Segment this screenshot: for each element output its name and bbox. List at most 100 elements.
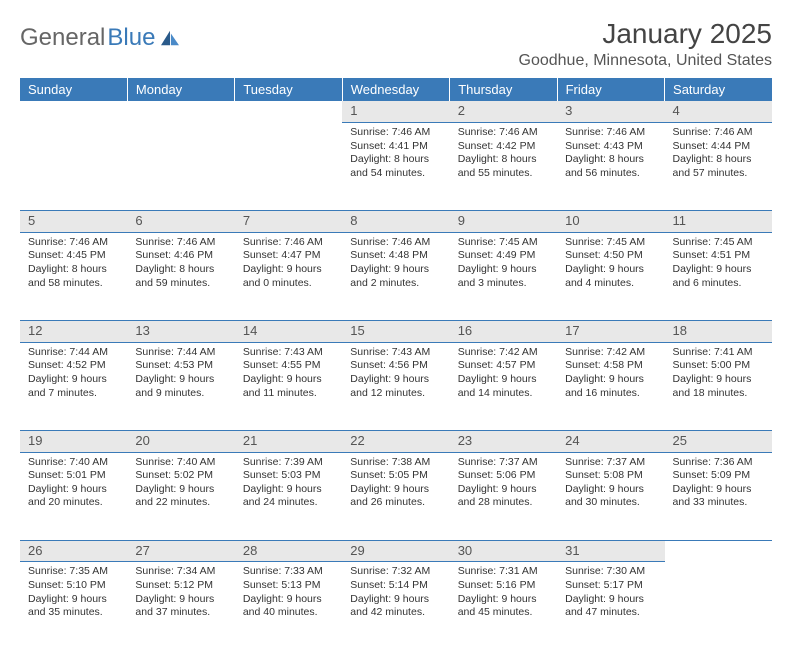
day-detail-cell: Sunrise: 7:46 AMSunset: 4:46 PMDaylight:… — [127, 232, 234, 320]
day-number-cell: 2 — [450, 101, 557, 122]
daylight-line: Daylight: 9 hours and 18 minutes. — [673, 373, 764, 400]
day-number-cell: 7 — [235, 210, 342, 232]
day-detail-cell: Sunrise: 7:43 AMSunset: 4:55 PMDaylight:… — [235, 342, 342, 430]
day-number-cell: 11 — [665, 210, 772, 232]
day-header: Tuesday — [235, 78, 342, 101]
day-detail-cell: Sunrise: 7:46 AMSunset: 4:43 PMDaylight:… — [557, 122, 664, 210]
sunset-line: Sunset: 5:00 PM — [673, 359, 764, 373]
sunrise-line: Sunrise: 7:46 AM — [350, 236, 441, 250]
sunset-line: Sunset: 5:01 PM — [28, 469, 119, 483]
day-number-cell: 5 — [20, 210, 127, 232]
daylight-line: Daylight: 9 hours and 30 minutes. — [565, 483, 656, 510]
detail-row: Sunrise: 7:40 AMSunset: 5:01 PMDaylight:… — [20, 452, 772, 540]
sunset-line: Sunset: 5:13 PM — [243, 579, 334, 593]
day-number-cell: 12 — [20, 320, 127, 342]
month-year: January 2025 — [519, 18, 773, 50]
day-number-cell: 4 — [665, 101, 772, 122]
day-number-cell: 29 — [342, 540, 449, 562]
sunrise-line: Sunrise: 7:36 AM — [673, 456, 764, 470]
day-detail-cell: Sunrise: 7:46 AMSunset: 4:47 PMDaylight:… — [235, 232, 342, 320]
day-detail-cell: Sunrise: 7:44 AMSunset: 4:52 PMDaylight:… — [20, 342, 127, 430]
daylight-line: Daylight: 9 hours and 14 minutes. — [458, 373, 549, 400]
sunrise-line: Sunrise: 7:42 AM — [565, 346, 656, 360]
day-detail-cell: Sunrise: 7:46 AMSunset: 4:42 PMDaylight:… — [450, 122, 557, 210]
sunset-line: Sunset: 5:12 PM — [135, 579, 226, 593]
daylight-line: Daylight: 9 hours and 28 minutes. — [458, 483, 549, 510]
sunset-line: Sunset: 4:55 PM — [243, 359, 334, 373]
sunset-line: Sunset: 4:51 PM — [673, 249, 764, 263]
daynum-row: 12131415161718 — [20, 320, 772, 342]
day-detail-cell: Sunrise: 7:33 AMSunset: 5:13 PMDaylight:… — [235, 562, 342, 650]
sunrise-line: Sunrise: 7:42 AM — [458, 346, 549, 360]
sunset-line: Sunset: 4:57 PM — [458, 359, 549, 373]
day-number-cell: 3 — [557, 101, 664, 122]
day-detail-cell: Sunrise: 7:46 AMSunset: 4:41 PMDaylight:… — [342, 122, 449, 210]
detail-row: Sunrise: 7:46 AM Sunset: 4:45 PM Daylight:… — [20, 232, 772, 320]
day-number-cell: 1 — [342, 101, 449, 122]
sail-icon — [159, 29, 181, 47]
daylight-line: Daylight: 9 hours and 24 minutes. — [243, 483, 334, 510]
daylight-line: Daylight: 9 hours and 42 minutes. — [350, 593, 441, 620]
sunset-line: Sunset: 4:56 PM — [350, 359, 441, 373]
sunset-line: Sunset: 5:06 PM — [458, 469, 549, 483]
day-number-cell: 6 — [127, 210, 234, 232]
sunrise-line: Sunrise: 7:45 AM — [673, 236, 764, 250]
daylight-line: Daylight: 8 hours and 55 minutes. — [458, 153, 549, 180]
sunrise-line: Sunrise: 7:46 AM — [458, 126, 549, 140]
daylight-line: Daylight: 8 hours and 59 minutes. — [135, 263, 226, 290]
sunrise-line: Sunrise: 7:31 AM — [458, 565, 549, 579]
sunrise-line: Sunrise: 7:41 AM — [673, 346, 764, 360]
day-number-cell: 22 — [342, 430, 449, 452]
detail-row: Sunrise: 7:44 AMSunset: 4:52 PMDaylight:… — [20, 342, 772, 430]
day-number-cell: 23 — [450, 430, 557, 452]
sunset-line: Sunset: 4:50 PM — [565, 249, 656, 263]
daylight-line: Daylight: 9 hours and 33 minutes. — [673, 483, 764, 510]
brand-part2: Blue — [107, 24, 155, 52]
brand-logo: GeneralBlue — [20, 18, 181, 52]
daynum-row: 567891011 — [20, 210, 772, 232]
day-number-cell: 14 — [235, 320, 342, 342]
day-detail-cell: Sunrise: 7:45 AMSunset: 4:50 PMDaylight:… — [557, 232, 664, 320]
daylight-line: Daylight: 9 hours and 9 minutes. — [135, 373, 226, 400]
sunrise-line: Sunrise: 7:45 AM — [565, 236, 656, 250]
sunrise-line: Sunrise: 7:40 AM — [28, 456, 119, 470]
daylight-line: Daylight: 9 hours and 6 minutes. — [673, 263, 764, 290]
sunset-line: Sunset: 5:09 PM — [673, 469, 764, 483]
sunset-line: Sunset: 4:53 PM — [135, 359, 226, 373]
sunrise-line: Sunrise: 7:39 AM — [243, 456, 334, 470]
sunset-line: Sunset: 5:08 PM — [565, 469, 656, 483]
day-header: Wednesday — [342, 78, 449, 101]
day-detail-cell: Sunrise: 7:45 AMSunset: 4:49 PMDaylight:… — [450, 232, 557, 320]
sunset-line: Sunset: 4:43 PM — [565, 140, 656, 154]
calendar-head: SundayMondayTuesdayWednesdayThursdayFrid… — [20, 78, 772, 101]
sunrise-line: Sunrise: 7:43 AM — [243, 346, 334, 360]
sunset-line: Sunset: 4:48 PM — [350, 249, 441, 263]
daylight-line: Daylight: 9 hours and 0 minutes. — [243, 263, 334, 290]
day-detail-cell — [20, 122, 127, 210]
sunset-line: Sunset: 4:49 PM — [458, 249, 549, 263]
day-number-cell — [665, 540, 772, 562]
sunset-line: Sunset: 4:44 PM — [673, 140, 764, 154]
day-detail-cell: Sunrise: 7:41 AMSunset: 5:00 PMDaylight:… — [665, 342, 772, 430]
sunrise-line: Sunrise: 7:44 AM — [135, 346, 226, 360]
sunrise-line: Sunrise: 7:33 AM — [243, 565, 334, 579]
day-number-cell: 31 — [557, 540, 664, 562]
daylight-line: Daylight: 9 hours and 20 minutes. — [28, 483, 119, 510]
day-number-cell: 24 — [557, 430, 664, 452]
day-detail-cell: Sunrise: 7:32 AMSunset: 5:14 PMDaylight:… — [342, 562, 449, 650]
daylight-line: Daylight: 9 hours and 12 minutes. — [350, 373, 441, 400]
sunrise-line: Sunrise: 7:45 AM — [458, 236, 549, 250]
day-number-cell — [235, 101, 342, 122]
sunset-line: Sunset: 4:45 PM — [28, 249, 119, 263]
day-detail-cell: Sunrise: 7:46 AMSunset: 4:48 PMDaylight:… — [342, 232, 449, 320]
sunrise-line: Sunrise: 7:46 AM — [565, 126, 656, 140]
day-detail-cell: Sunrise: 7:30 AMSunset: 5:17 PMDaylight:… — [557, 562, 664, 650]
day-header: Friday — [557, 78, 664, 101]
day-header: Saturday — [665, 78, 772, 101]
day-header: Thursday — [450, 78, 557, 101]
day-detail-cell — [665, 562, 772, 650]
day-number-cell: 8 — [342, 210, 449, 232]
day-number-cell: 19 — [20, 430, 127, 452]
day-detail-cell: Sunrise: 7:40 AMSunset: 5:01 PMDaylight:… — [20, 452, 127, 540]
day-detail-cell: Sunrise: 7:35 AMSunset: 5:10 PMDaylight:… — [20, 562, 127, 650]
